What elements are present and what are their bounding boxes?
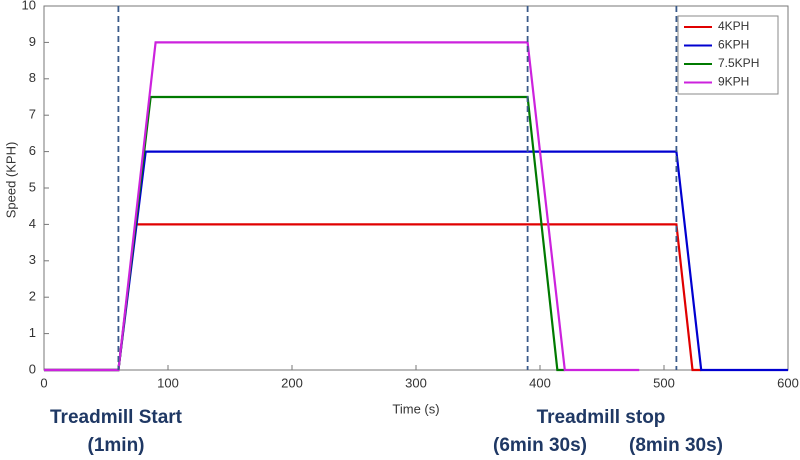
x-axis-label: Time (s)	[392, 401, 439, 416]
x-tick-label: 300	[405, 375, 427, 390]
legend-label: 6KPH	[718, 38, 749, 52]
legend-label: 7.5KPH	[718, 56, 759, 70]
legend-label: 9KPH	[718, 75, 749, 89]
y-tick-label: 7	[29, 107, 36, 122]
annotation: (6min 30s)	[493, 435, 587, 456]
y-tick-label: 8	[29, 70, 36, 85]
y-tick-label: 4	[29, 216, 36, 231]
x-tick-label: 600	[777, 375, 799, 390]
y-tick-label: 3	[29, 252, 36, 267]
x-tick-label: 400	[529, 375, 551, 390]
y-tick-label: 9	[29, 34, 36, 49]
plot-area	[43, 5, 789, 371]
x-tick-label: 200	[281, 375, 303, 390]
annotation: (1min)	[88, 435, 145, 456]
x-tick-label: 100	[157, 375, 179, 390]
legend-box	[677, 15, 779, 95]
annotation: Treadmill stop	[537, 407, 666, 428]
annotation: (8min 30s)	[629, 435, 723, 456]
legend-label: 4KPH	[718, 19, 749, 33]
y-tick-label: 5	[29, 179, 36, 194]
annotation: Treadmill Start	[50, 407, 183, 428]
y-tick-label: 10	[22, 0, 36, 12]
x-tick-label: 0	[40, 375, 47, 390]
y-axis-label: Speed (KPH)	[3, 142, 18, 219]
x-tick-label: 500	[653, 375, 675, 390]
y-tick-label: 2	[29, 289, 36, 304]
y-tick-label: 6	[29, 143, 36, 158]
series-line	[44, 41, 640, 372]
y-tick-label: 0	[29, 361, 36, 376]
y-tick-label: 1	[29, 325, 36, 340]
